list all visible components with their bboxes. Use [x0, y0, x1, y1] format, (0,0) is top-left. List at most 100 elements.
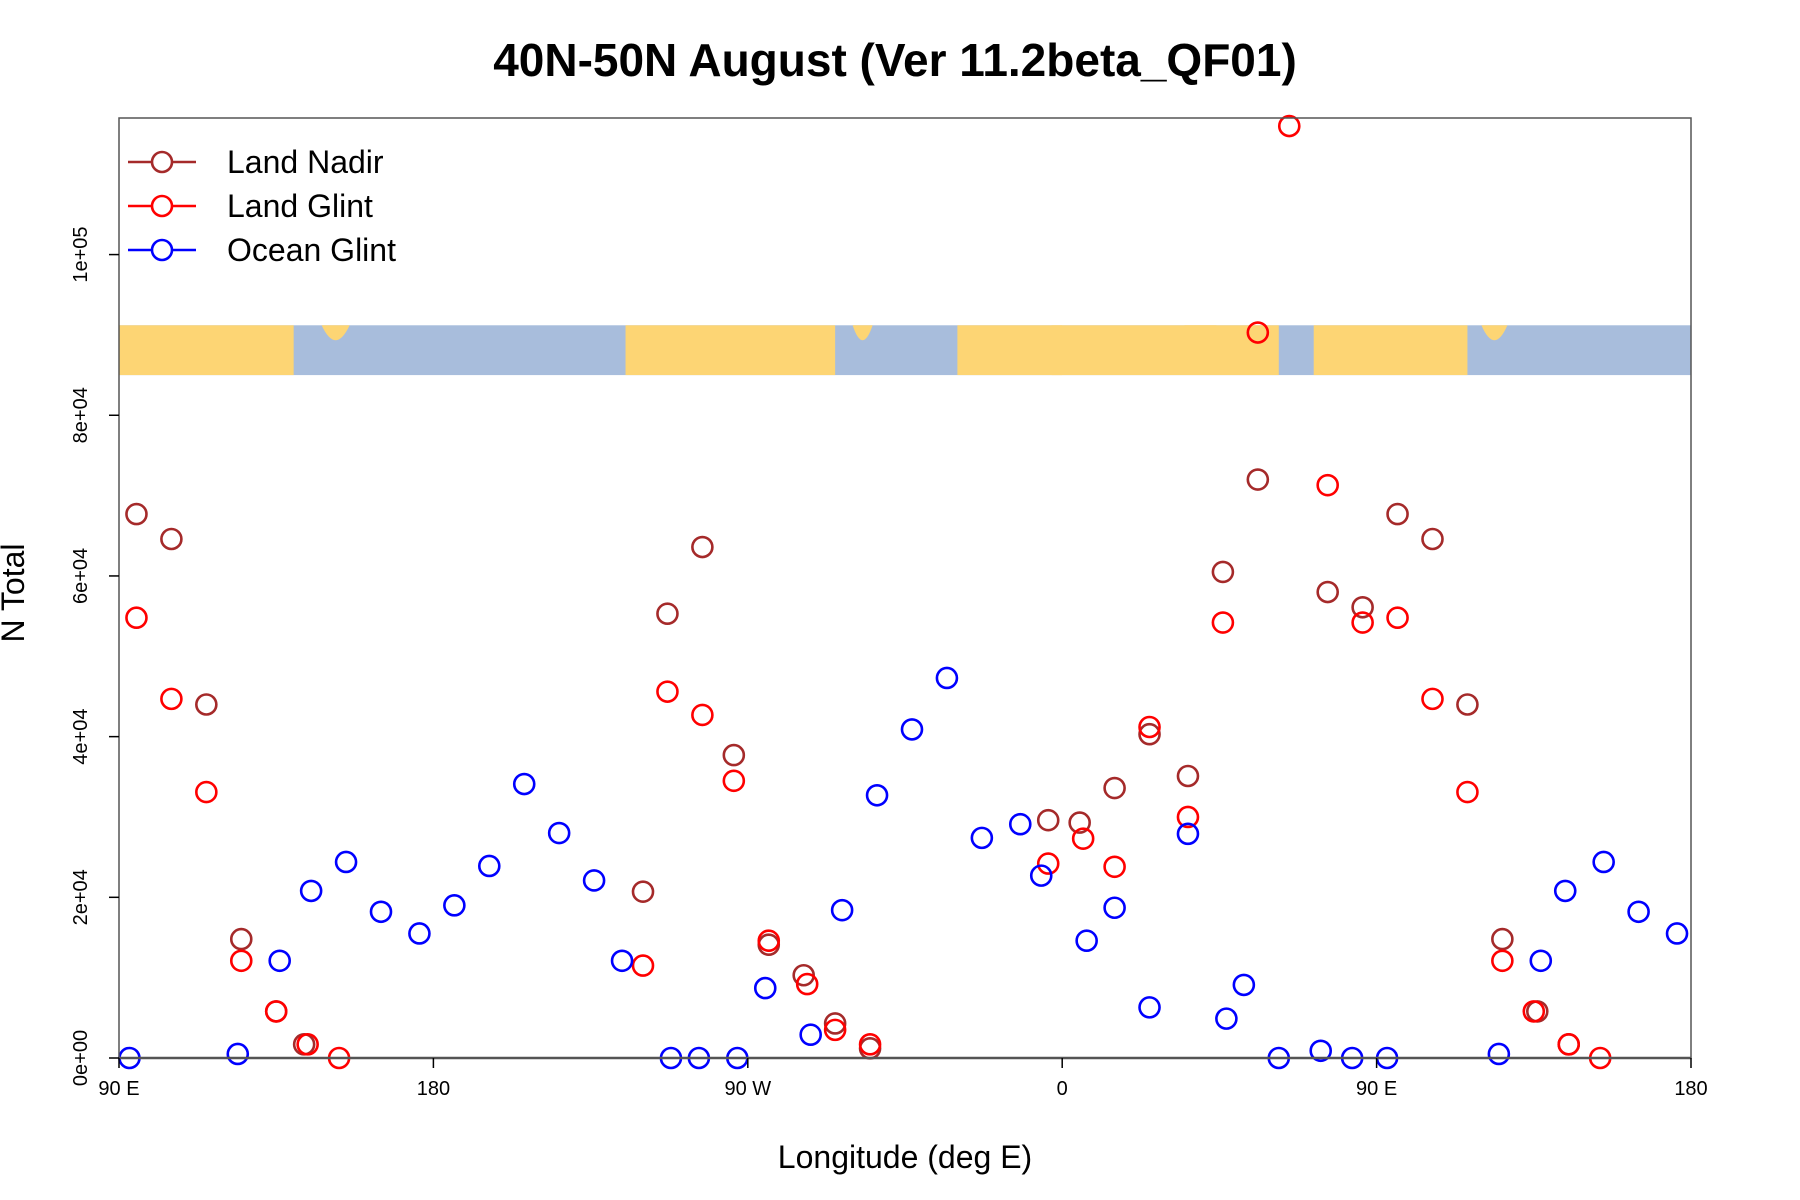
data-point	[753, 976, 777, 1000]
data-point	[1068, 811, 1091, 834]
data-point	[1491, 949, 1514, 973]
data-point	[691, 703, 714, 727]
x-tick-label: 180	[417, 1078, 450, 1100]
data-point	[1138, 722, 1161, 746]
data-point	[656, 602, 679, 626]
data-points	[118, 114, 1689, 1070]
data-point	[1421, 527, 1444, 551]
legend-marker	[150, 238, 174, 262]
legend: Land Nadir Land Glint Ocean Glint	[128, 144, 396, 268]
data-point	[125, 502, 148, 526]
legend-marker	[150, 194, 174, 218]
data-point	[1103, 776, 1126, 800]
data-point	[1592, 850, 1615, 874]
data-point	[1557, 1033, 1581, 1056]
data-point	[369, 900, 393, 924]
data-point	[1529, 949, 1553, 973]
map-land-detail	[1481, 325, 1508, 341]
series-land-nadir	[125, 468, 1581, 1060]
data-point	[610, 949, 634, 973]
data-point	[1627, 900, 1650, 924]
legend-label: Ocean Glint	[227, 232, 396, 268]
data-point	[1103, 855, 1126, 879]
data-point	[631, 954, 655, 977]
x-tick-label: 0	[1057, 1078, 1068, 1100]
data-point	[858, 1033, 882, 1056]
data-point	[1036, 852, 1060, 875]
data-point	[1075, 929, 1098, 953]
data-point	[631, 880, 655, 903]
data-point	[1215, 1007, 1238, 1030]
data-point	[1386, 502, 1409, 526]
data-point	[757, 929, 781, 953]
data-point	[264, 1000, 288, 1023]
data-point	[1316, 580, 1339, 604]
chart-title: 40N-50N August (Ver 11.2beta_QF01)	[493, 34, 1297, 86]
legend-label: Land Nadir	[227, 144, 384, 180]
x-axis: 90 E 180 90 W 0 90 E 180	[98, 1058, 1708, 1100]
data-point	[299, 879, 323, 903]
data-point	[1309, 1039, 1333, 1063]
data-point	[1351, 595, 1374, 619]
series-land-glint	[125, 114, 1612, 1070]
y-axis: 0e+00 2e+04 4e+04 6e+04 8e+04 1e+05	[70, 226, 119, 1086]
data-point	[1211, 560, 1235, 584]
data-point	[1176, 822, 1200, 846]
data-point	[722, 743, 746, 767]
data-point	[512, 772, 536, 796]
map-land-detail	[321, 325, 350, 341]
data-point	[1491, 927, 1514, 951]
data-point	[795, 972, 819, 996]
data-point	[1176, 764, 1200, 788]
map-land	[957, 325, 1063, 376]
data-point	[582, 869, 606, 892]
y-tick-label: 2e+04	[70, 869, 92, 925]
data-point	[900, 718, 924, 741]
data-point	[935, 666, 959, 690]
y-tick-label: 4e+04	[70, 709, 92, 765]
data-point	[1071, 827, 1095, 850]
x-axis-label: Longitude (deg E)	[778, 1139, 1032, 1175]
data-point	[268, 949, 291, 973]
y-tick-label: 8e+04	[70, 387, 92, 443]
map-land	[1051, 325, 1279, 376]
legend-marker	[150, 150, 174, 174]
data-point	[1103, 896, 1126, 920]
map-land	[625, 325, 836, 376]
map-land-detail	[852, 325, 873, 341]
data-point	[296, 1033, 319, 1056]
data-point	[691, 535, 714, 559]
data-point	[160, 527, 183, 551]
data-point	[823, 1018, 847, 1042]
y-tick-label: 6e+04	[70, 548, 92, 604]
data-point	[799, 1023, 822, 1047]
data-point	[1277, 114, 1301, 138]
data-point	[1036, 808, 1060, 832]
data-point	[1316, 473, 1339, 497]
legend-label: Land Glint	[227, 188, 373, 224]
data-point	[160, 687, 183, 711]
data-point	[229, 927, 253, 951]
data-point	[195, 693, 218, 716]
data-point	[477, 854, 501, 878]
map-land	[1313, 325, 1468, 376]
data-point	[1138, 715, 1161, 739]
x-tick-label: 90 W	[724, 1078, 771, 1100]
data-point	[1456, 693, 1479, 716]
series-ocean-glint	[118, 666, 1689, 1070]
y-tick-label: 1e+05	[70, 226, 92, 282]
data-point	[1246, 321, 1270, 344]
data-point	[1351, 611, 1374, 634]
data-point	[1665, 922, 1689, 945]
y-axis-label: N Total	[0, 543, 31, 642]
data-point	[1386, 606, 1409, 630]
data-point	[1232, 973, 1256, 997]
map-land-detail	[1184, 325, 1217, 341]
data-point	[823, 1012, 847, 1035]
data-point	[865, 783, 889, 807]
data-point	[1029, 864, 1053, 887]
data-point	[1487, 1042, 1511, 1066]
data-point	[226, 1042, 250, 1066]
data-point	[1456, 780, 1479, 804]
